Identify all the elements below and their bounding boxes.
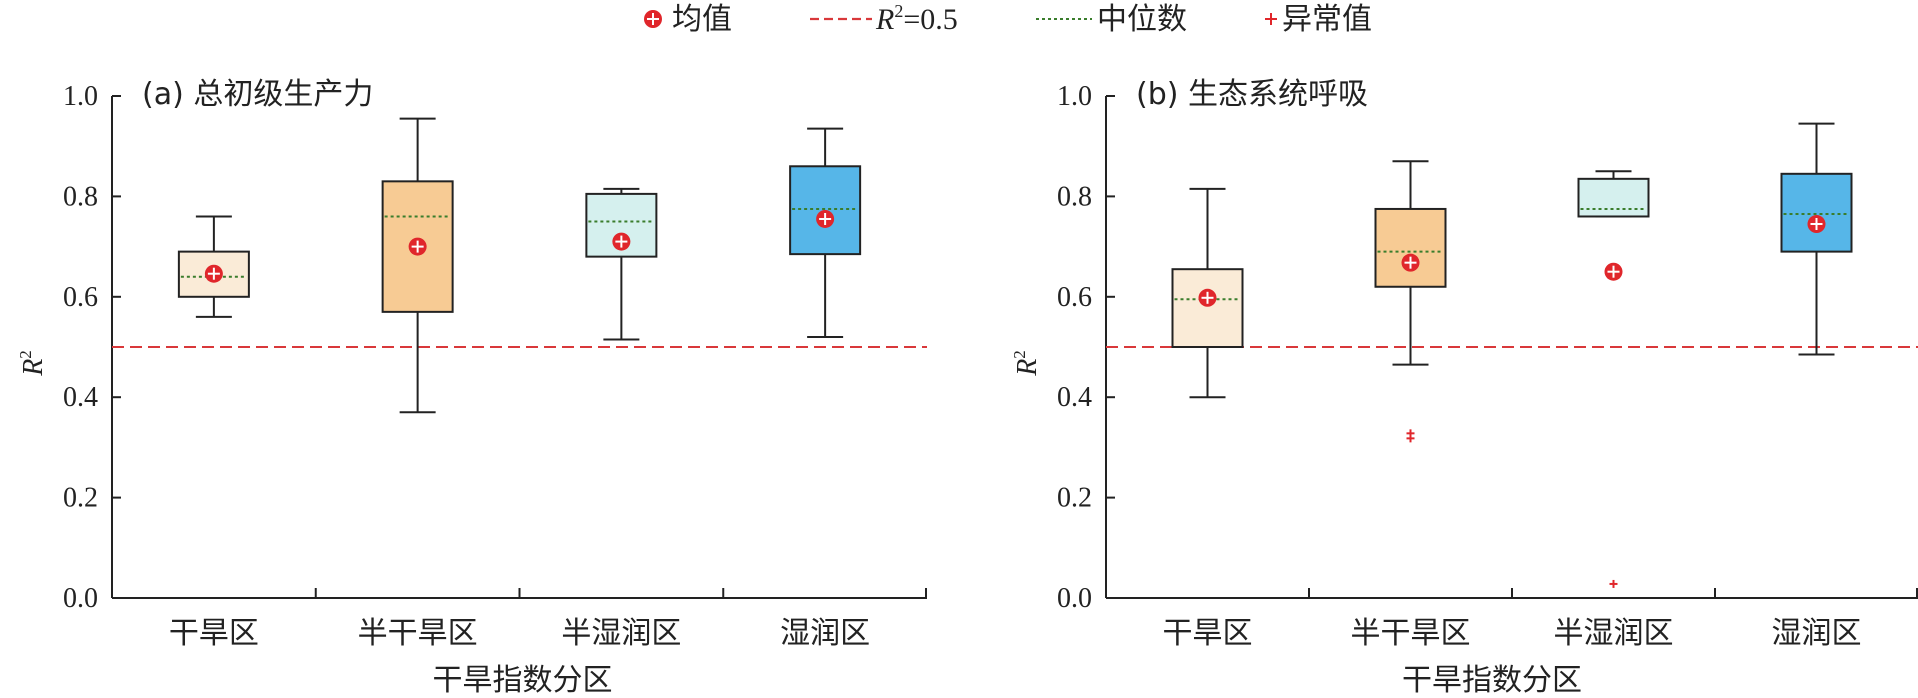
- legend-outlier-marker: [1265, 13, 1277, 25]
- y-tick-label: 0.2: [1057, 483, 1092, 514]
- legend: 均值 R2=0.5 中位数 异常值: [644, 1, 1372, 37]
- y-axis-title-symbol: R: [18, 359, 49, 377]
- x-category-label: 湿润区: [780, 616, 870, 651]
- box-3: [1780, 122, 1853, 356]
- y-tick-label: 0.4: [1057, 382, 1092, 413]
- x-category-label: 干旱区: [169, 616, 259, 651]
- y-axis-title: R2: [1010, 350, 1043, 377]
- box-1: [1374, 160, 1447, 443]
- box-iqr: [789, 165, 862, 256]
- box-2: [585, 187, 658, 341]
- box-iqr: [1374, 207, 1447, 288]
- y-tick-label: 0.0: [1057, 583, 1092, 614]
- box-0: [177, 215, 250, 318]
- box-3: [789, 127, 862, 338]
- y-tick-label: 1.0: [63, 81, 98, 112]
- y-tick-label: 0.2: [63, 483, 98, 514]
- x-category-label: 半干旱区: [1351, 616, 1471, 651]
- y-axis-title-sup: 2: [1010, 350, 1029, 359]
- legend-r2-symbol: R: [875, 3, 894, 36]
- legend-mean-label: 均值: [672, 2, 732, 37]
- x-category-label: 半干旱区: [358, 616, 478, 651]
- y-tick-label: 0.8: [1057, 181, 1092, 212]
- box-2: [1577, 170, 1650, 588]
- panel-title: (b) 生态系统呼吸: [1136, 77, 1368, 112]
- y-axis-title-symbol: R: [1012, 359, 1043, 377]
- legend-median-label: 中位数: [1097, 2, 1187, 37]
- x-axis-title: 干旱指数分区: [1402, 663, 1582, 698]
- panel-title: (a) 总初级生产力: [142, 77, 373, 112]
- box-iqr: [1780, 172, 1853, 253]
- x-category-label: 半湿润区: [561, 616, 681, 651]
- box-1: [381, 117, 454, 414]
- y-tick-label: 0.6: [63, 282, 98, 313]
- y-tick-label: 0.6: [1057, 282, 1092, 313]
- y-axis-title-sup: 2: [16, 350, 35, 359]
- y-tick-label: 0.8: [63, 181, 98, 212]
- legend-r2-label: R2=0.5: [875, 1, 958, 36]
- y-tick-label: 0.0: [63, 583, 98, 614]
- x-category-label: 湿润区: [1772, 616, 1862, 651]
- legend-outlier-label: 异常值: [1282, 2, 1372, 37]
- y-tick-label: 0.4: [63, 382, 98, 413]
- box-iqr: [1577, 177, 1650, 218]
- box-iqr: [1171, 268, 1244, 348]
- y-axis-title: R2: [16, 350, 49, 377]
- legend-r2-sup: 2: [894, 1, 903, 21]
- y-tick-label: 1.0: [1057, 81, 1092, 112]
- box-0: [1171, 187, 1244, 399]
- x-category-label: 干旱区: [1163, 616, 1253, 651]
- legend-r2-value: =0.5: [903, 3, 957, 36]
- x-axis-title: 干旱指数分区: [433, 663, 613, 698]
- x-category-label: 半湿润区: [1554, 616, 1674, 651]
- legend-mean-marker: [644, 10, 662, 28]
